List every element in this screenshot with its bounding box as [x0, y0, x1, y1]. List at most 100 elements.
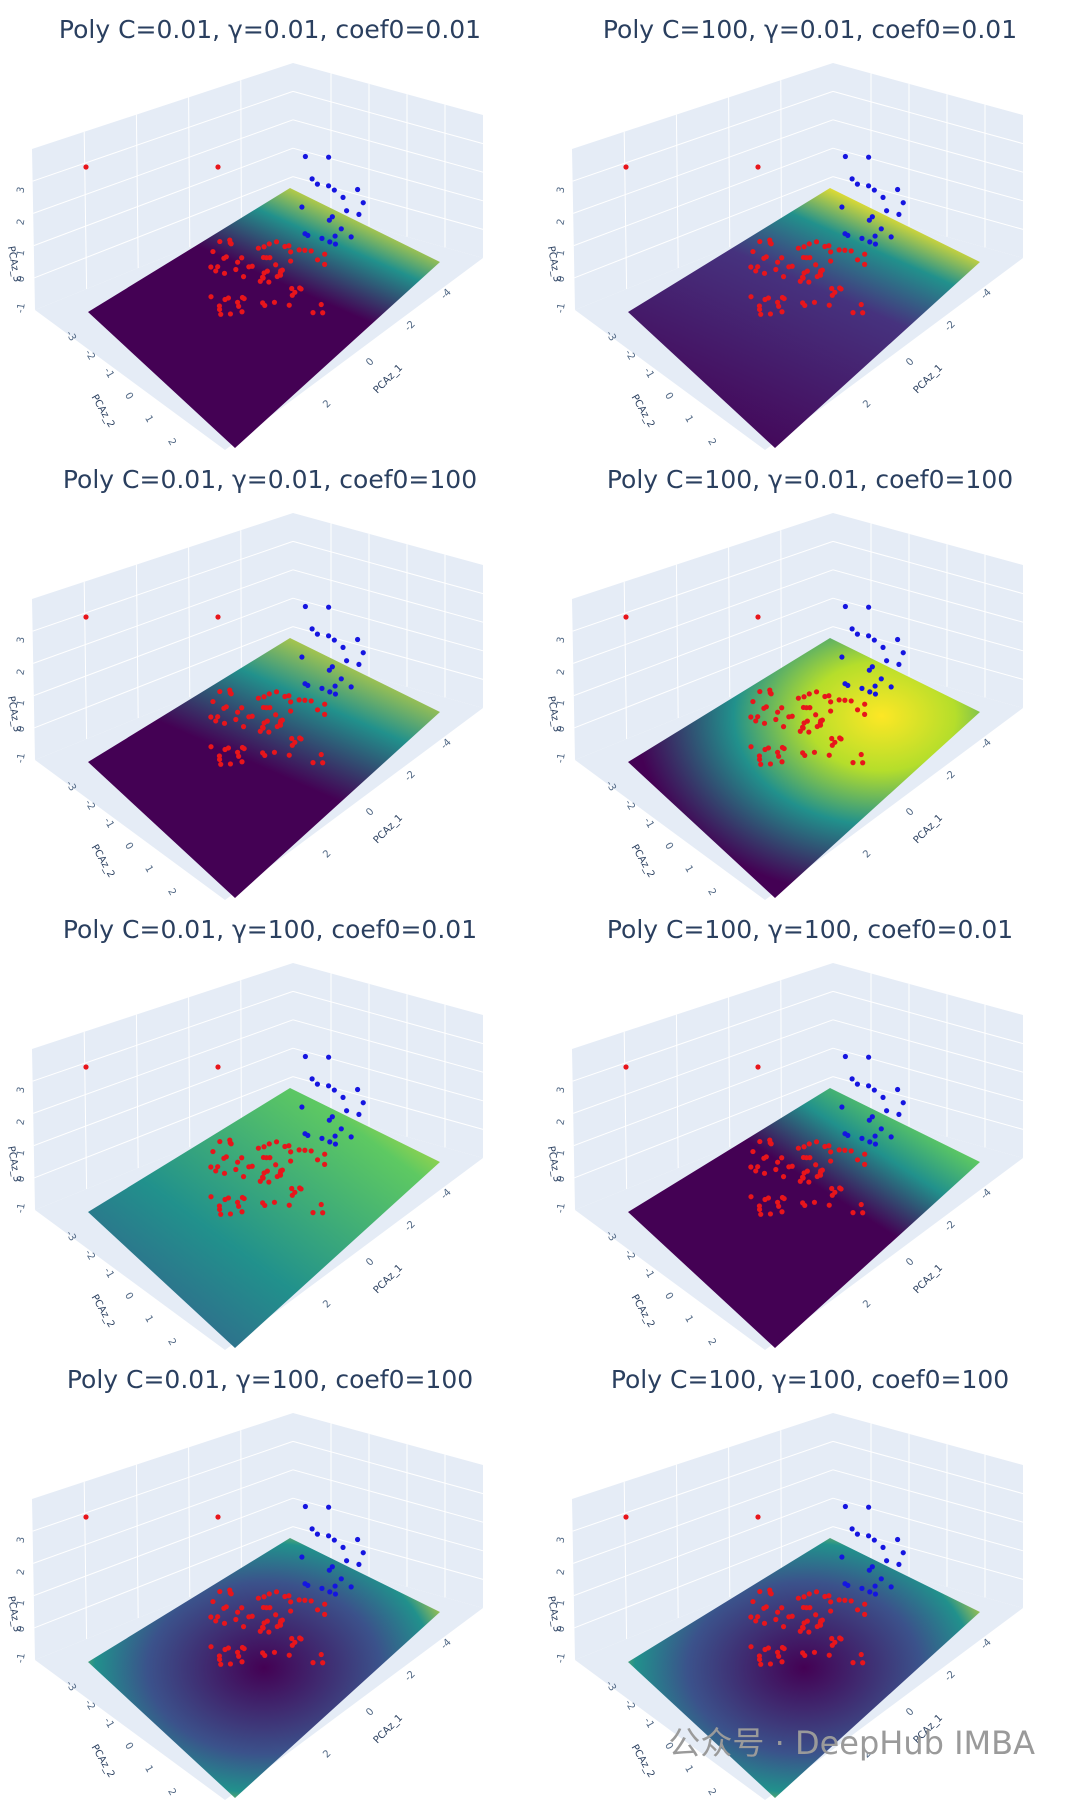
scatter-point: [261, 1594, 267, 1600]
scatter-point: [802, 752, 808, 759]
wall-grid: [32, 90, 294, 182]
scatter-point: [271, 299, 278, 305]
scatter-point: [277, 722, 284, 728]
y-tick-label: 1: [682, 414, 695, 425]
scatter-point: [775, 1159, 781, 1165]
x-tick-label: -4: [979, 1187, 994, 1202]
wall-grid: [34, 626, 294, 729]
scatter-point: [774, 749, 781, 755]
scatter-point: [344, 1558, 350, 1564]
scatter-point: [288, 258, 294, 264]
scatter-point: [826, 1202, 832, 1208]
scatter-point: [289, 285, 295, 292]
scatter-point: [860, 310, 866, 316]
z-tick-label: 1: [16, 699, 28, 707]
y-axis-title: PCAz_2: [89, 1293, 117, 1330]
scatter-point: [755, 1614, 761, 1620]
z-tick-label: 0: [16, 275, 28, 283]
scatter-point: [326, 154, 332, 160]
scatter-point: [239, 759, 245, 765]
x-tick-label: 2: [321, 398, 333, 410]
scatter-point: [322, 1151, 328, 1157]
scatter-point: [773, 266, 779, 273]
z-tick-label: 2: [16, 1568, 28, 1576]
scatter-point: [310, 1660, 316, 1666]
back-wall: [293, 963, 483, 1158]
scatter-point: [867, 1589, 873, 1595]
scatter-point: [849, 626, 855, 632]
wall-grid: [832, 1469, 1024, 1523]
scatter-point: [775, 709, 781, 715]
scatter-point: [836, 247, 842, 253]
scatter-point: [750, 1148, 756, 1155]
scatter-point: [221, 270, 228, 276]
scatter-point: [246, 714, 252, 720]
scatter-point: [331, 637, 337, 643]
scatter-point: [221, 720, 228, 726]
scatter-point: [832, 289, 838, 295]
scatter-point: [762, 1646, 768, 1653]
panel: Poly C=0.01, γ=0.01, coef0=100 -1 0 1 2 3 PCAz…: [5, 465, 484, 900]
panel: Poly C=0.01, γ=100, coef0=100 -1 0 1 2 3 PCAz_…: [5, 1365, 484, 1800]
left-wall: [572, 63, 833, 310]
scatter-point: [348, 234, 354, 240]
wall-grid: [623, 1481, 628, 1640]
panel: Poly C=100, γ=100, coef0=100-10123PCAz_3…: [545, 1365, 1024, 1800]
scatter-point: [239, 1194, 246, 1201]
scatter-point: [327, 239, 333, 245]
scatter-point: [222, 1196, 228, 1203]
scatter-point: [753, 718, 759, 724]
wall-grid: [33, 1497, 294, 1597]
scatter-point: [266, 729, 272, 735]
scatter-point: [310, 310, 316, 316]
scatter-point: [866, 1117, 872, 1123]
scatter-point: [259, 1174, 266, 1180]
scatter-point: [762, 296, 768, 303]
scatter-point: [320, 310, 326, 316]
scatter-point: [288, 708, 294, 714]
scatter-point: [762, 746, 768, 753]
y-tick-label: -2: [622, 1698, 637, 1712]
scatter-point: [217, 688, 223, 695]
scatter-point: [320, 760, 326, 766]
scatter-point: [302, 1147, 308, 1153]
scatter-point: [264, 268, 270, 274]
scatter-point: [338, 1576, 344, 1582]
scatter-point: [221, 1620, 228, 1626]
scatter-point: [332, 1583, 338, 1589]
scatter-point: [813, 1162, 819, 1168]
scatter-point: [305, 682, 311, 689]
scatter-point: [222, 746, 228, 753]
scatter-point: [318, 301, 324, 308]
z-tick-label: 2: [556, 1568, 568, 1576]
wall-grid: [33, 569, 294, 664]
scatter-point: [878, 676, 884, 682]
scatter-point: [354, 636, 361, 643]
scatter-point: [826, 1143, 832, 1149]
scatter-point: [866, 1567, 872, 1573]
scatter-point: [239, 1155, 245, 1161]
scatter-point: [234, 1649, 241, 1655]
wall-grid: [240, 80, 242, 227]
scatter-point: [797, 1628, 803, 1634]
scatter-point: [271, 1199, 278, 1205]
scatter-point: [828, 1149, 834, 1155]
scatter-point: [286, 1593, 292, 1599]
wall-grid: [832, 90, 1024, 145]
scatter-point: [842, 247, 848, 253]
scatter-point: [848, 1598, 854, 1604]
x-tick-label: 0: [904, 356, 916, 368]
wall-grid: [623, 131, 628, 290]
scatter-point: [758, 1211, 764, 1217]
scatter-point: [213, 268, 219, 274]
z-tick-label: -1: [15, 1202, 28, 1214]
scatter-point: [348, 684, 354, 690]
scatter-point: [756, 1206, 763, 1213]
scatter-point: [344, 208, 350, 214]
scatter-point: [263, 705, 270, 711]
panel: Poly C=100, γ=100, coef0=0.01 -1 0 1 2 3 PCAz_…: [545, 915, 1024, 1350]
panel-title: Poly C=100, γ=0.01, coef0=100: [607, 465, 1013, 494]
scatter-point: [894, 636, 901, 643]
scatter-point: [797, 728, 803, 734]
scatter-point: [822, 1143, 828, 1150]
